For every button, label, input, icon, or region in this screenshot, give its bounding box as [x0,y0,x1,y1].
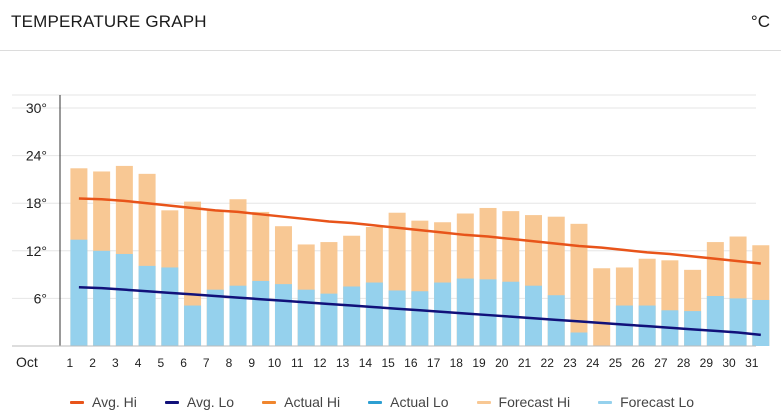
forecast-lo-bar [365,282,383,346]
legend-item-avg-hi: Avg. Hi [70,394,137,410]
x-tick-label: 27 [654,356,668,370]
forecast-hi-bar [593,268,611,346]
forecast-lo-bar [161,267,179,346]
x-tick-label: 20 [495,356,509,370]
x-tick-label: 24 [586,356,600,370]
forecast-lo-bar [138,265,156,346]
legend-label: Avg. Hi [92,394,137,410]
x-tick-label: 14 [359,356,373,370]
forecast-lo-bar [570,332,588,346]
forecast-lo-bar [206,289,224,346]
x-tick-label: 30 [722,356,736,370]
y-tick-label: 12° [26,243,47,259]
y-tick-label: 30° [26,100,47,116]
y-tick-label: 18° [26,195,47,211]
x-tick-label: 26 [631,356,645,370]
x-tick-label: 2 [89,356,96,370]
x-tick-label: 16 [404,356,418,370]
legend-item-actual-lo: Actual Lo [368,394,449,410]
month-label: Oct [16,354,38,370]
chart-legend: Avg. Hi Avg. Lo Actual Hi Actual Lo Forecast… [70,392,722,412]
forecast-lo-bar [320,293,338,346]
legend-swatch [598,400,613,404]
unit-label: °C [750,12,770,31]
x-tick-label: 15 [381,356,395,370]
x-tick-label: 23 [563,356,577,370]
x-tick-label: 5 [157,356,164,370]
forecast-lo-bar [706,296,724,346]
y-tick-label: 6° [34,290,47,306]
x-tick-label: 19 [472,356,486,370]
legend-item-forecast-hi: Forecast Hi [476,394,571,410]
forecast-lo-bar [252,280,270,346]
x-tick-label: 1 [67,356,74,370]
x-tick-label: 7 [203,356,210,370]
x-tick-label: 3 [112,356,119,370]
legend-item-forecast-lo: Forecast Lo [598,394,694,410]
forecast-lo-bar [502,281,520,346]
legend-swatch [476,400,491,404]
x-tick-label: 29 [700,356,714,370]
x-tick-label: 13 [336,356,350,370]
forecast-lo-bar [343,286,361,346]
x-tick-label: 28 [677,356,691,370]
legend-swatch [368,400,383,404]
x-tick-label: 11 [291,356,304,370]
header: TEMPERATURE GRAPH °C [0,0,781,51]
x-tick-label: 22 [541,356,555,370]
x-tick-label: 31 [745,356,759,370]
forecast-lo-bar [434,282,452,346]
legend-label: Forecast Lo [620,394,695,410]
legend-item-actual-hi: Actual Hi [262,394,340,410]
forecast-lo-bar [729,298,747,346]
x-tick-label: 12 [313,356,327,370]
legend-item-avg-lo: Avg. Lo [164,394,235,410]
legend-label: Actual Hi [284,394,341,410]
forecast-lo-bar [411,291,429,346]
legend-swatch [164,400,179,404]
x-tick-label: 6 [180,356,187,370]
chart-title: TEMPERATURE GRAPH [11,12,207,31]
temperature-chart: 6°12°18°24°30°Oct 1 2 3 4 5 6 7 8 9 10 11 12 13 14 15 16… [12,94,770,370]
x-tick-label: 25 [609,356,623,370]
avg-hi-line [78,197,761,265]
forecast-lo-bar [479,279,497,346]
forecast-lo-bar [752,299,770,346]
forecast-lo-bar [229,285,247,346]
x-tick-label: 10 [268,356,282,370]
forecast-lo-bar [297,289,315,346]
forecast-lo-bar [115,253,133,346]
forecast-lo-bar [388,290,406,346]
forecast-lo-bar [184,305,202,346]
forecast-lo-bar [274,284,292,346]
legend-label: Actual Lo [390,394,449,410]
x-tick-label: 4 [135,356,142,370]
x-tick-label: 21 [518,356,532,370]
x-tick-label: 18 [450,356,464,370]
avg-lo-line [78,286,761,337]
forecast-lo-bar [93,250,111,346]
x-tick-label: 17 [427,356,441,370]
legend-label: Forecast Hi [498,394,571,410]
legend-swatch [262,400,277,404]
legend-label: Avg. Lo [186,394,235,410]
forecast-lo-bar [525,285,542,346]
x-tick-label: 9 [248,356,255,370]
forecast-hi-bar [570,223,588,346]
x-tick-label: 8 [226,356,233,370]
legend-swatch [70,400,84,404]
y-tick-label: 24° [26,148,47,164]
forecast-lo-bar [70,239,88,346]
